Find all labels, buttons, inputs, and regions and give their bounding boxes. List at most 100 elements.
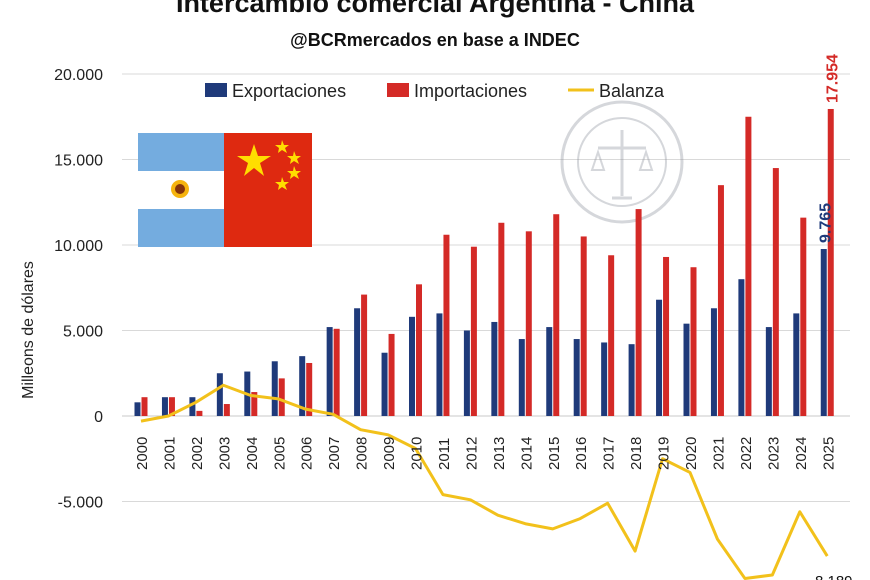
y-tick-label: 15.000	[54, 153, 103, 170]
bar-importaciones-2013	[498, 222, 505, 416]
bar-exportaciones-2006	[299, 356, 306, 416]
x-tick-label: 2008	[354, 437, 371, 470]
bar-importaciones-2003	[223, 404, 230, 416]
bar-importaciones-2017	[608, 255, 615, 416]
x-tick-label: 2022	[738, 437, 755, 470]
x-tick-label: 2021	[710, 437, 727, 470]
y-tick-label: 5.000	[63, 324, 103, 341]
bar-exportaciones-2007	[326, 327, 333, 416]
x-tick-label: 2018	[628, 437, 645, 470]
legend-label-exportaciones: Exportaciones	[232, 81, 346, 101]
bcr-seal-watermark	[560, 100, 684, 224]
bar-importaciones-2002	[196, 410, 203, 416]
x-tick-label: 2007	[326, 437, 343, 470]
bar-exportaciones-2015	[546, 327, 553, 416]
x-tick-label: 2012	[463, 437, 480, 470]
y-tick-label: -5.000	[58, 495, 103, 512]
bar-exportaciones-2008	[354, 308, 361, 416]
legend-swatch-importaciones	[387, 83, 409, 97]
x-tick-label: 2025	[820, 437, 837, 470]
x-tick-label: 2017	[601, 437, 618, 470]
bar-exportaciones-2023	[765, 327, 772, 416]
bar-importaciones-2025	[827, 108, 834, 416]
bar-importaciones-2012	[470, 246, 477, 416]
x-tick-label: 2011	[436, 438, 453, 470]
bar-exportaciones-2011	[436, 313, 443, 416]
x-tick-label: 2015	[546, 437, 563, 470]
y-tick-label: 0	[94, 409, 103, 426]
bar-importaciones-2007	[333, 328, 340, 416]
bar-exportaciones-2010	[409, 316, 415, 416]
legend-swatch-exportaciones	[205, 83, 227, 97]
bar-exportaciones-2002	[189, 397, 196, 416]
x-axis-labels: 2000 2001 2002 2003 2004 2005 2006 2007 2008 2009…	[134, 437, 837, 470]
x-tick-label: 2019	[656, 437, 673, 470]
bar-exportaciones-2014	[518, 339, 525, 416]
x-tick-label: 2003	[216, 437, 233, 470]
bar-importaciones-2022	[745, 116, 752, 416]
bar-exportaciones-2020	[683, 323, 690, 416]
bar-exportaciones-2019	[656, 299, 663, 416]
bar-exportaciones-2018	[628, 344, 635, 416]
chart-title: Intercambio comercial Argentina - China	[175, 0, 695, 18]
bar-exportaciones-2001	[161, 397, 168, 416]
data-label-exportaciones-2025: 9.765	[817, 203, 834, 243]
balanza-line	[140, 383, 829, 580]
x-tick-label: 2013	[491, 437, 508, 470]
bar-exportaciones-2021	[710, 308, 717, 416]
bar-importaciones-2008	[361, 294, 368, 416]
y-axis-label: Milleons de dólares	[20, 261, 37, 399]
bar-exportaciones-2016	[573, 339, 580, 416]
bar-exportaciones-2009	[381, 352, 388, 416]
data-label-balanza-2025: -8.189	[810, 573, 853, 580]
bar-importaciones-2016	[580, 236, 587, 416]
bar-exportaciones-2013	[491, 321, 498, 416]
bar-importaciones-2014	[525, 231, 532, 416]
bar-importaciones-2010	[416, 284, 422, 416]
bar-importaciones-2020	[690, 267, 697, 416]
x-tick-label: 2014	[518, 437, 535, 470]
bar-importaciones-2021	[717, 185, 724, 416]
x-tick-label: 2004	[244, 437, 261, 470]
x-tick-label: 2006	[299, 437, 316, 470]
bar-exportaciones-2000	[134, 402, 141, 416]
chart-subtitle: @BCRmercados en base a INDEC	[290, 30, 580, 50]
x-tick-label: 2016	[573, 437, 590, 470]
legend: Exportaciones Importaciones Balanza	[205, 81, 665, 101]
x-tick-label: 2009	[381, 437, 398, 470]
bar-importaciones-2005	[278, 378, 285, 416]
x-tick-label: 2002	[189, 437, 206, 470]
y-tick-label: 10.000	[54, 238, 103, 255]
bar-exportaciones-2017	[601, 342, 608, 416]
bar-importaciones-2024	[800, 217, 807, 416]
bar-exportaciones-2025	[820, 249, 827, 416]
bar-importaciones-2019	[663, 256, 670, 416]
bar-exportaciones-2003	[216, 373, 223, 416]
balance-line-layer	[140, 383, 829, 580]
x-tick-label: 2000	[134, 437, 151, 470]
bar-importaciones-2006	[306, 362, 313, 416]
x-tick-label: 2024	[793, 437, 810, 470]
bar-importaciones-2004	[251, 392, 258, 416]
x-tick-label: 2020	[683, 437, 700, 470]
bar-importaciones-2015	[553, 214, 560, 416]
bar-importaciones-2011	[443, 234, 450, 416]
bar-exportaciones-2024	[793, 313, 800, 416]
legend-label-balanza: Balanza	[599, 81, 665, 101]
bar-importaciones-2001	[168, 397, 175, 416]
data-label-importaciones-2025: 17.954	[824, 54, 841, 103]
x-tick-label: 2023	[765, 437, 782, 470]
data-labels: 9.765 17.954 -8.189	[810, 54, 853, 580]
bar-exportaciones-2022	[738, 279, 745, 416]
bar-importaciones-2009	[388, 333, 395, 416]
bar-exportaciones-2005	[271, 361, 278, 416]
x-tick-label: 2005	[271, 437, 288, 470]
china-flag-icon	[224, 133, 312, 247]
bar-exportaciones-2012	[463, 330, 470, 416]
legend-label-importaciones: Importaciones	[414, 81, 527, 101]
x-tick-label: 2010	[409, 437, 426, 470]
bar-importaciones-2018	[635, 209, 642, 416]
argentina-flag-icon	[138, 133, 224, 247]
